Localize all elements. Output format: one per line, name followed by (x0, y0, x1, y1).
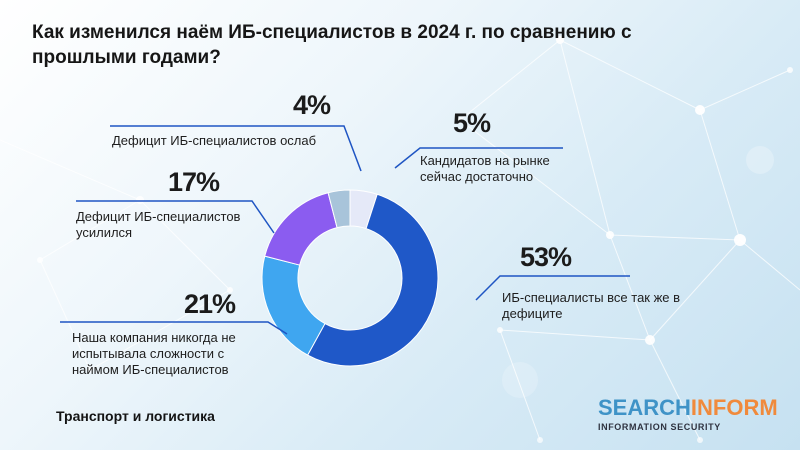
slice-percent-4: 4% (293, 90, 331, 120)
logo-text-search: SEARCH (598, 395, 691, 420)
slice-percent-21: 21% (184, 289, 236, 319)
leader-line-5 (394, 147, 563, 169)
slice-percent-17: 17% (168, 167, 220, 197)
chart-title: Как изменился наём ИБ-специалистов в 202… (32, 22, 632, 68)
searchinform-logo: SEARCHINFORM INFORMATION SECURITY (598, 395, 778, 433)
donut-slice-17 (264, 192, 338, 266)
slice-label-5: Кандидатов на рынке сейчас достаточно (420, 153, 550, 184)
donut-slice-4 (327, 189, 351, 229)
leader-line-4 (110, 125, 362, 172)
industry-label: Транспорт и логистика (56, 408, 215, 424)
slice-label-53: ИБ-специалисты все так же в дефиците (502, 290, 681, 321)
slice-label-4: Дефицит ИБ-специалистов ослаб (112, 133, 317, 148)
leader-line-17 (76, 200, 275, 234)
donut-slice-53 (306, 193, 439, 367)
slice-label-21: Наша компания никогда не испытывала слож… (72, 330, 236, 377)
logo-text-inform: INFORM (690, 395, 778, 420)
leader-line-53 (475, 275, 630, 301)
leader-line-21 (60, 321, 288, 335)
slice-label-17: Дефицит ИБ-специалистов усилился (76, 209, 241, 240)
slice-percent-53: 53% (520, 242, 572, 272)
logo-subtitle: INFORMATION SECURITY (598, 422, 721, 432)
slice-percent-5: 5% (453, 108, 491, 138)
